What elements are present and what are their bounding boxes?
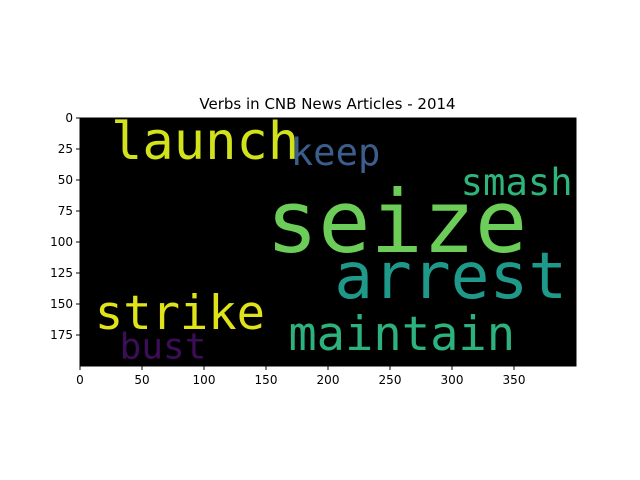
word-keep: keep: [291, 130, 381, 174]
word-launch: launch: [111, 112, 299, 172]
y-tick-label: 100: [50, 235, 73, 249]
y-tick-label: 0: [65, 111, 73, 125]
x-tick-label: 100: [193, 373, 216, 387]
y-tick-label: 125: [50, 266, 73, 280]
x-tick-label: 350: [503, 373, 526, 387]
x-tick-label: 50: [134, 373, 149, 387]
word-maintain: maintain: [288, 307, 515, 362]
y-tick-label: 50: [58, 173, 73, 187]
x-axis: 0 50 100 150 200 250 300 350: [76, 366, 525, 387]
word-smash: smash: [461, 160, 573, 204]
y-tick-label: 25: [58, 142, 73, 156]
x-tick-label: 250: [379, 373, 402, 387]
y-axis: 0 25 50 75 100 125 150 175: [50, 111, 80, 342]
y-tick-label: 150: [50, 297, 73, 311]
y-tick-label: 175: [50, 328, 73, 342]
chart-title: Verbs in CNB News Articles - 2014: [199, 95, 455, 113]
word-arrest: arrest: [334, 239, 567, 314]
word-bust: bust: [120, 327, 207, 368]
x-tick-label: 150: [255, 373, 278, 387]
word-strike: strike: [95, 286, 265, 341]
x-tick-label: 0: [76, 373, 84, 387]
word-seize: seize: [266, 172, 527, 273]
x-tick-label: 200: [317, 373, 340, 387]
x-tick-label: 300: [441, 373, 464, 387]
y-tick-label: 75: [58, 204, 73, 218]
plot-area: [80, 118, 576, 366]
